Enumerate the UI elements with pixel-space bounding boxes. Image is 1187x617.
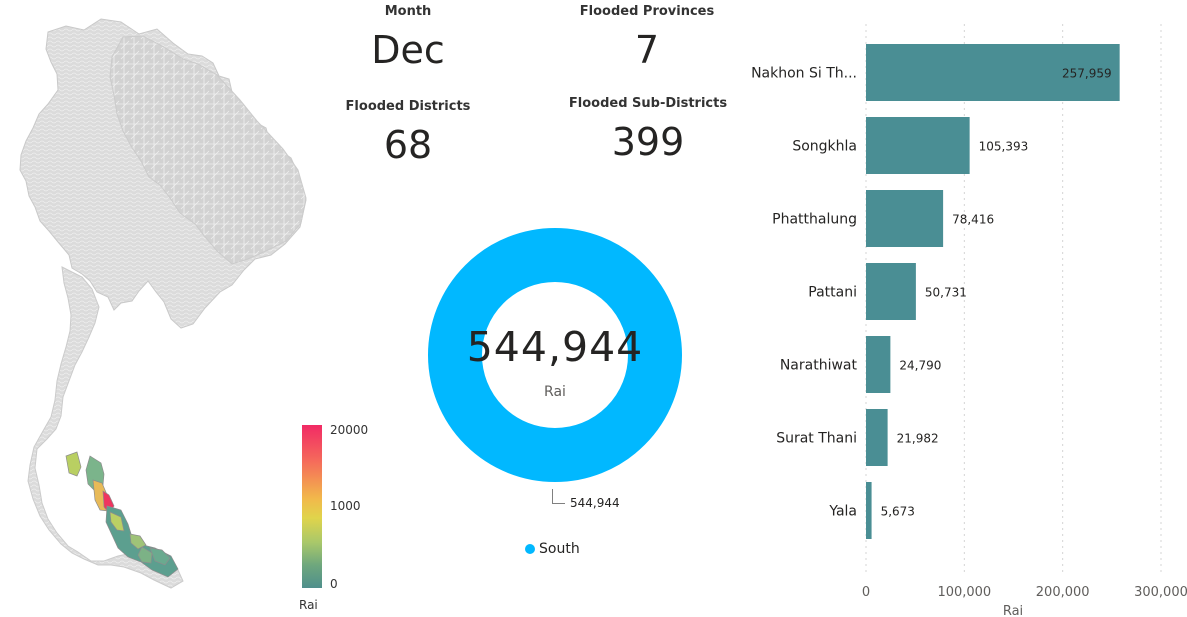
donut-svg — [428, 228, 682, 482]
donut-center-label: Rai — [544, 384, 566, 400]
donut-callout-label: 544,944 — [570, 496, 620, 510]
bar-category-label-1: Songkhla — [792, 139, 857, 155]
bar-3[interactable] — [866, 263, 916, 320]
bar-value-label-2: 78,416 — [952, 213, 994, 227]
bar-x-axis-label: Rai — [1003, 604, 1023, 617]
map-flood-area-songkhla[interactable] — [109, 511, 125, 532]
thailand-flood-map[interactable]: 20000 1000 0 Rai — [0, 0, 390, 617]
flooded-subdistricts-label: Flooded Sub-Districts — [568, 96, 728, 111]
bar-value-label-1: 105,393 — [979, 140, 1029, 154]
bar-6[interactable] — [866, 482, 872, 539]
map-southern-region — [27, 266, 184, 589]
bar-value-label-5: 21,982 — [897, 432, 939, 446]
flooded-subdistricts-value: 399 — [611, 120, 685, 164]
region-donut-chart[interactable]: 544,944 Rai — [420, 228, 740, 578]
bar-category-label-0: Nakhon Si Th... — [751, 66, 857, 82]
bar-value-label-3: 50,731 — [925, 286, 967, 300]
donut-slice-south[interactable] — [428, 228, 682, 482]
month-card: Month Dec — [330, 4, 486, 69]
province-bar-chart[interactable]: 0 100,000 200,000 300,000 Rai Nakhon Si Th...… — [740, 0, 1187, 617]
flooded-subdistricts-card: Flooded Sub-Districts 399 — [560, 96, 736, 161]
month-label: Month — [384, 4, 432, 19]
donut-callout-line — [552, 489, 565, 504]
map-scale-bottom-label: 0 — [330, 577, 338, 591]
map-color-scale — [302, 425, 322, 588]
bar-category-label-4: Narathiwat — [780, 358, 858, 374]
bar-category-label-3: Pattani — [808, 285, 857, 301]
bar-value-label-4: 24,790 — [899, 359, 941, 373]
flooded-provinces-value: 7 — [634, 28, 660, 72]
south-legend-dot — [525, 544, 535, 554]
map-svg — [19, 18, 307, 589]
bar-value-label-6: 5,673 — [881, 505, 915, 519]
bar-x-tick-1: 100,000 — [937, 585, 991, 600]
map-flood-area-narathiwat[interactable] — [149, 547, 171, 566]
map-scale-title: Rai — [299, 598, 318, 612]
bar-4[interactable] — [866, 336, 891, 393]
map-northeast-region — [109, 35, 307, 265]
month-value: Dec — [371, 28, 445, 72]
map-scale-top-label: 20000 — [330, 423, 369, 437]
bar-x-tick-2: 200,000 — [1036, 585, 1090, 600]
flooded-districts-card: Flooded Districts 68 — [330, 99, 486, 164]
flooded-districts-value: 68 — [383, 123, 433, 167]
donut-center-value: 544,944 — [466, 323, 644, 371]
bar-1[interactable] — [866, 117, 970, 174]
bar-x-tick-0: 0 — [862, 585, 870, 600]
bar-category-label-5: Surat Thani — [776, 431, 857, 447]
south-legend-label: South — [539, 541, 580, 557]
bar-chart-svg: 0 100,000 200,000 300,000 Rai Nakhon Si Th...… — [751, 24, 1187, 617]
bar-0[interactable] — [866, 44, 1120, 101]
flooded-provinces-label: Flooded Provinces — [579, 4, 715, 19]
bar-value-label-0: 257,959 — [1062, 67, 1112, 81]
bar-x-tick-3: 300,000 — [1134, 585, 1187, 600]
donut-legend[interactable]: South — [525, 541, 580, 557]
flooded-provinces-card: Flooded Provinces 7 — [563, 4, 731, 69]
flooded-districts-label: Flooded Districts — [345, 99, 471, 114]
bar-5[interactable] — [866, 409, 888, 466]
map-flood-area-yala[interactable] — [137, 546, 153, 564]
bar-2[interactable] — [866, 190, 944, 247]
map-flood-area-surat-thani[interactable] — [65, 451, 82, 477]
map-scale-mid-label: 1000 — [330, 499, 361, 513]
bar-category-label-2: Phatthalung — [772, 212, 857, 228]
bar-category-label-6: Yala — [828, 504, 857, 520]
